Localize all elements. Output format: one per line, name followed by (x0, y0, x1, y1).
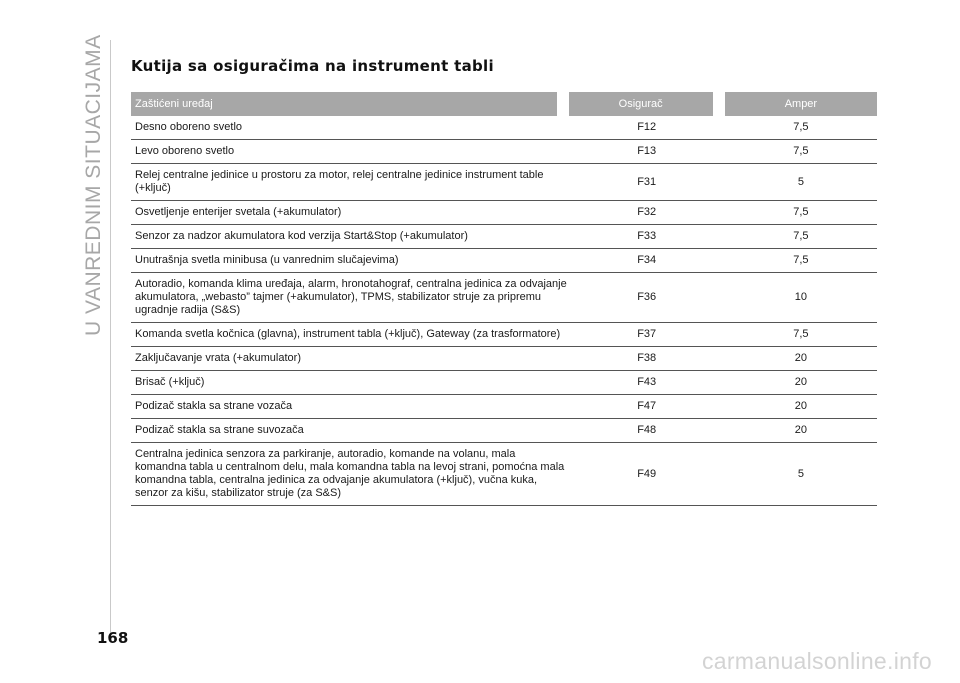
device-cell: Levo oboreno svetlo (131, 140, 569, 164)
header-device: Zaštićeni uređaj (131, 92, 569, 116)
fuse-cell: F32 (568, 201, 725, 225)
fuse-cell: F34 (568, 249, 725, 273)
fuse-cell: F13 (568, 140, 725, 164)
device-cell: Desno oboreno svetlo (131, 116, 569, 140)
amp-cell: 7,5 (724, 116, 877, 140)
device-cell: Autoradio, komanda klima uređaja, alarm,… (131, 273, 569, 323)
device-cell: Komanda svetla kočnica (glavna), instrum… (131, 323, 569, 347)
fuse-cell: F49 (568, 443, 725, 506)
amp-cell: 5 (724, 443, 877, 506)
side-chapter-title-text: U VANREDNIM SITUACIJAMA (82, 34, 105, 336)
page-number: 168 (97, 629, 129, 647)
device-cell: Centralna jedinica senzora za parkiranje… (131, 443, 569, 506)
fuse-cell: F36 (568, 273, 725, 323)
table-row: Zaključavanje vrata (+akumulator) F38 20 (131, 347, 877, 371)
table-row: Brisač (+ključ) F43 20 (131, 371, 877, 395)
fuse-cell: F48 (568, 419, 725, 443)
table-row: Desno oboreno svetlo F12 7,5 (131, 116, 877, 140)
device-cell: Osvetljenje enterijer svetala (+akumulat… (131, 201, 569, 225)
section-title: Kutija sa osiguračima na instrument tabl… (131, 57, 494, 75)
amp-cell: 10 (724, 273, 877, 323)
amp-cell: 7,5 (724, 225, 877, 249)
fuse-cell: F12 (568, 116, 725, 140)
amp-cell: 20 (724, 419, 877, 443)
table-row: Senzor za nadzor akumulatora kod verzija… (131, 225, 877, 249)
table-row: Autoradio, komanda klima uređaja, alarm,… (131, 273, 877, 323)
amp-cell: 20 (724, 371, 877, 395)
header-amp: Amper (724, 92, 877, 116)
side-divider (110, 40, 111, 636)
device-cell: Brisač (+ključ) (131, 371, 569, 395)
amp-cell: 20 (724, 347, 877, 371)
amp-cell: 7,5 (724, 249, 877, 273)
fuse-cell: F37 (568, 323, 725, 347)
device-cell: Podizač stakla sa strane suvozača (131, 419, 569, 443)
table-row: Levo oboreno svetlo F13 7,5 (131, 140, 877, 164)
amp-cell: 20 (724, 395, 877, 419)
fuse-cell: F43 (568, 371, 725, 395)
device-cell: Relej centralne jedinice u prostoru za m… (131, 164, 569, 201)
amp-cell: 7,5 (724, 140, 877, 164)
device-cell: Senzor za nadzor akumulatora kod verzija… (131, 225, 569, 249)
header-fuse: Osigurač (568, 92, 725, 116)
fuse-cell: F33 (568, 225, 725, 249)
amp-cell: 5 (724, 164, 877, 201)
table-row: Podizač stakla sa strane vozača F47 20 (131, 395, 877, 419)
table-row: Osvetljenje enterijer svetala (+akumulat… (131, 201, 877, 225)
table-row: Komanda svetla kočnica (glavna), instrum… (131, 323, 877, 347)
device-cell: Zaključavanje vrata (+akumulator) (131, 347, 569, 371)
fuse-cell: F47 (568, 395, 725, 419)
table-row: Podizač stakla sa strane suvozača F48 20 (131, 419, 877, 443)
fuse-table-body: Desno oboreno svetlo F12 7,5 Levo oboreno s… (131, 116, 877, 506)
table-row: Relej centralne jedinice u prostoru za m… (131, 164, 877, 201)
fuse-cell: F38 (568, 347, 725, 371)
device-cell: Podizač stakla sa strane vozača (131, 395, 569, 419)
amp-cell: 7,5 (724, 323, 877, 347)
fuse-cell: F31 (568, 164, 725, 201)
fuse-table-header: Zaštićeni uređaj Osigurač Amper (131, 92, 877, 116)
watermark: carmanualsonline.info (701, 648, 932, 674)
table-row: Centralna jedinica senzora za parkiranje… (131, 443, 877, 506)
amp-cell: 7,5 (724, 201, 877, 225)
device-cell: Unutrašnja svetla minibusa (u vanrednim … (131, 249, 569, 273)
table-row: Unutrašnja svetla minibusa (u vanrednim … (131, 249, 877, 273)
fuse-table: Zaštićeni uređaj Osigurač Amper Desno ob… (131, 92, 877, 506)
